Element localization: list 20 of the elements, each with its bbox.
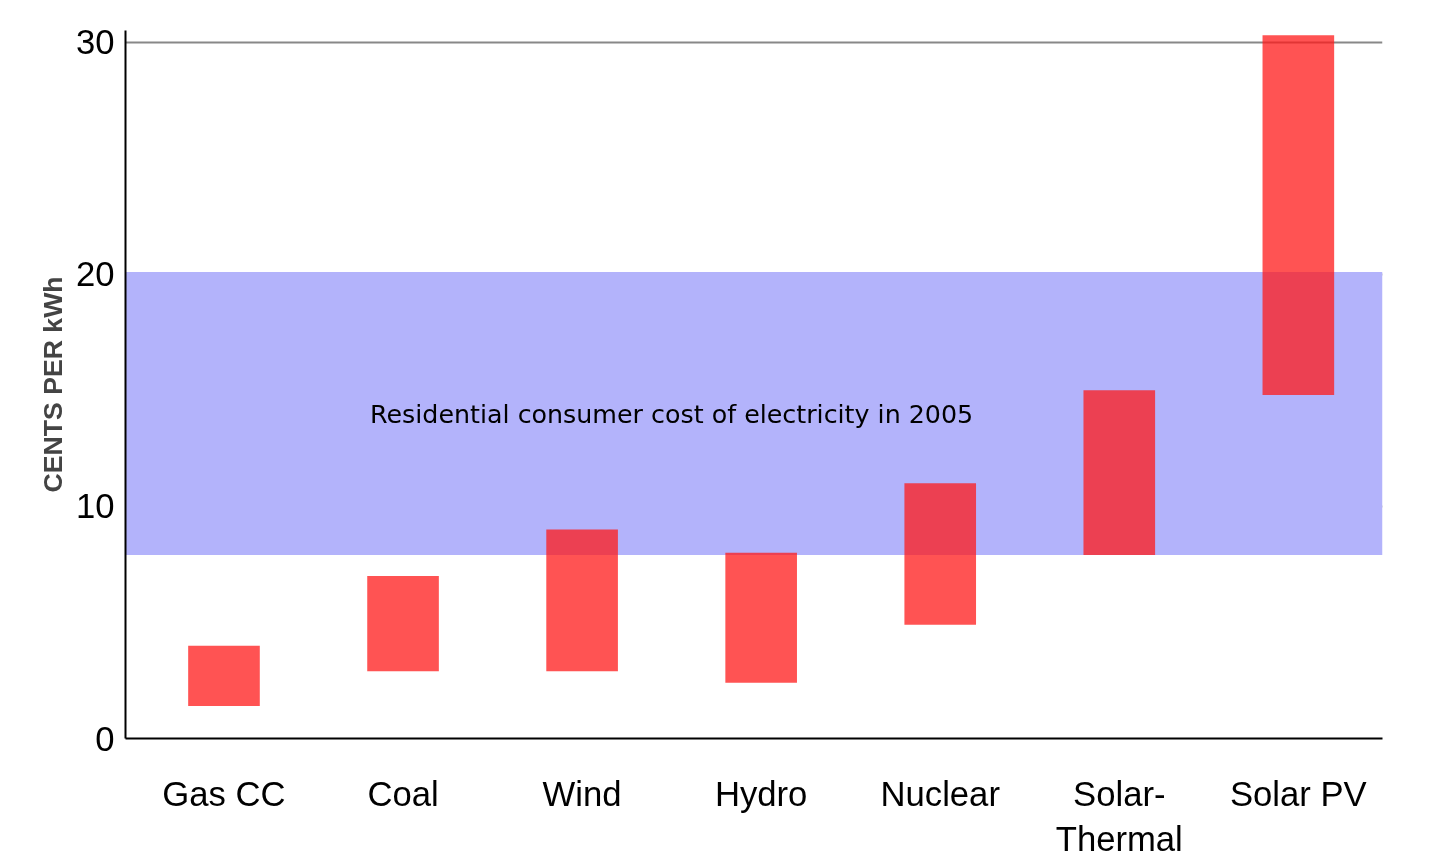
y-tick-label: 20: [75, 255, 115, 294]
bar: [725, 552, 797, 683]
y-tick-label: 0: [95, 719, 115, 758]
x-tick-label: Coal: [367, 774, 439, 813]
bar: [188, 645, 260, 706]
bar: [1262, 35, 1335, 395]
x-tick-label: Wind: [542, 774, 622, 813]
y-axis-title: CENTS PER kWh: [37, 276, 68, 493]
bar: [904, 483, 977, 625]
x-tick-label: Nuclear: [880, 774, 1000, 813]
bar: [546, 529, 618, 672]
bar: [1083, 390, 1156, 556]
band-label: Residential consumer cost of electricity in 2005: [370, 398, 974, 429]
y-tick-label: 10: [75, 487, 115, 526]
x-tick-label: Solar- Thermal: [1055, 774, 1183, 859]
x-tick-label: Solar PV: [1229, 774, 1367, 813]
x-tick-label: Hydro: [714, 774, 808, 813]
bar: [367, 576, 439, 672]
y-tick-label: 30: [75, 23, 115, 62]
x-tick-label: Gas CC: [162, 774, 286, 813]
